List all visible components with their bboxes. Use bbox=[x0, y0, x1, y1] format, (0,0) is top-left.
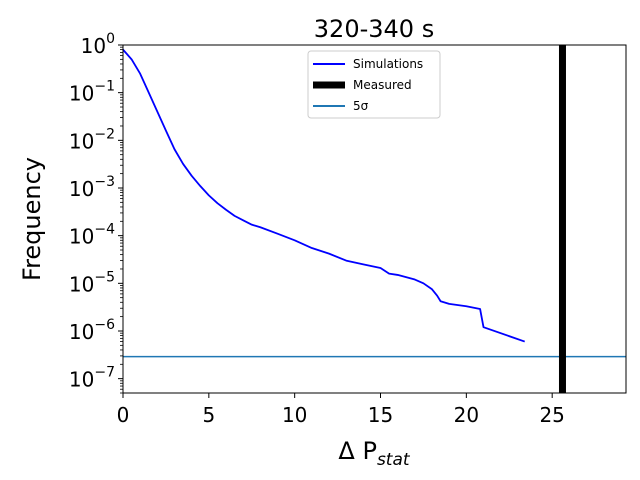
series-simulations-line bbox=[122, 49, 526, 343]
legend-simulations-label: Simulations bbox=[353, 57, 423, 71]
axes-frame bbox=[122, 44, 627, 394]
x-tick-label: 10 bbox=[282, 403, 307, 427]
x-axis-label: Δ Pstat bbox=[338, 437, 410, 470]
chart-title: 320-340 s bbox=[314, 15, 434, 43]
y-tick-label: 10−6 bbox=[69, 317, 115, 344]
y-tick-label: 10−4 bbox=[69, 222, 115, 249]
y-tick-label: 10−7 bbox=[69, 365, 115, 392]
y-tick-label: 10−3 bbox=[69, 174, 115, 201]
x-tick-label: 15 bbox=[368, 403, 393, 427]
legend: Simulations Measured 5σ bbox=[307, 50, 441, 119]
y-tick-label: 10−2 bbox=[69, 126, 115, 153]
x-axis: 0 5 10 15 20 25 bbox=[117, 393, 565, 427]
x-tick-label: 25 bbox=[539, 403, 564, 427]
legend-measured-label: Measured bbox=[353, 78, 412, 92]
x-tick-label: 5 bbox=[202, 403, 215, 427]
plot-area bbox=[122, 45, 626, 393]
legend-5sigma-label: 5σ bbox=[353, 99, 369, 113]
y-axis: 10−7 10−6 10−5 10−4 10−3 10−2 10−1 100 bbox=[69, 31, 123, 394]
y-axis-label: Frequency bbox=[18, 157, 46, 281]
x-tick-label: 20 bbox=[454, 403, 479, 427]
y-tick-label: 10−1 bbox=[69, 79, 115, 106]
legend-box bbox=[307, 50, 441, 119]
y-tick-label: 10−5 bbox=[69, 269, 115, 296]
y-tick-label: 100 bbox=[81, 31, 115, 58]
x-tick-label: 0 bbox=[117, 403, 130, 427]
